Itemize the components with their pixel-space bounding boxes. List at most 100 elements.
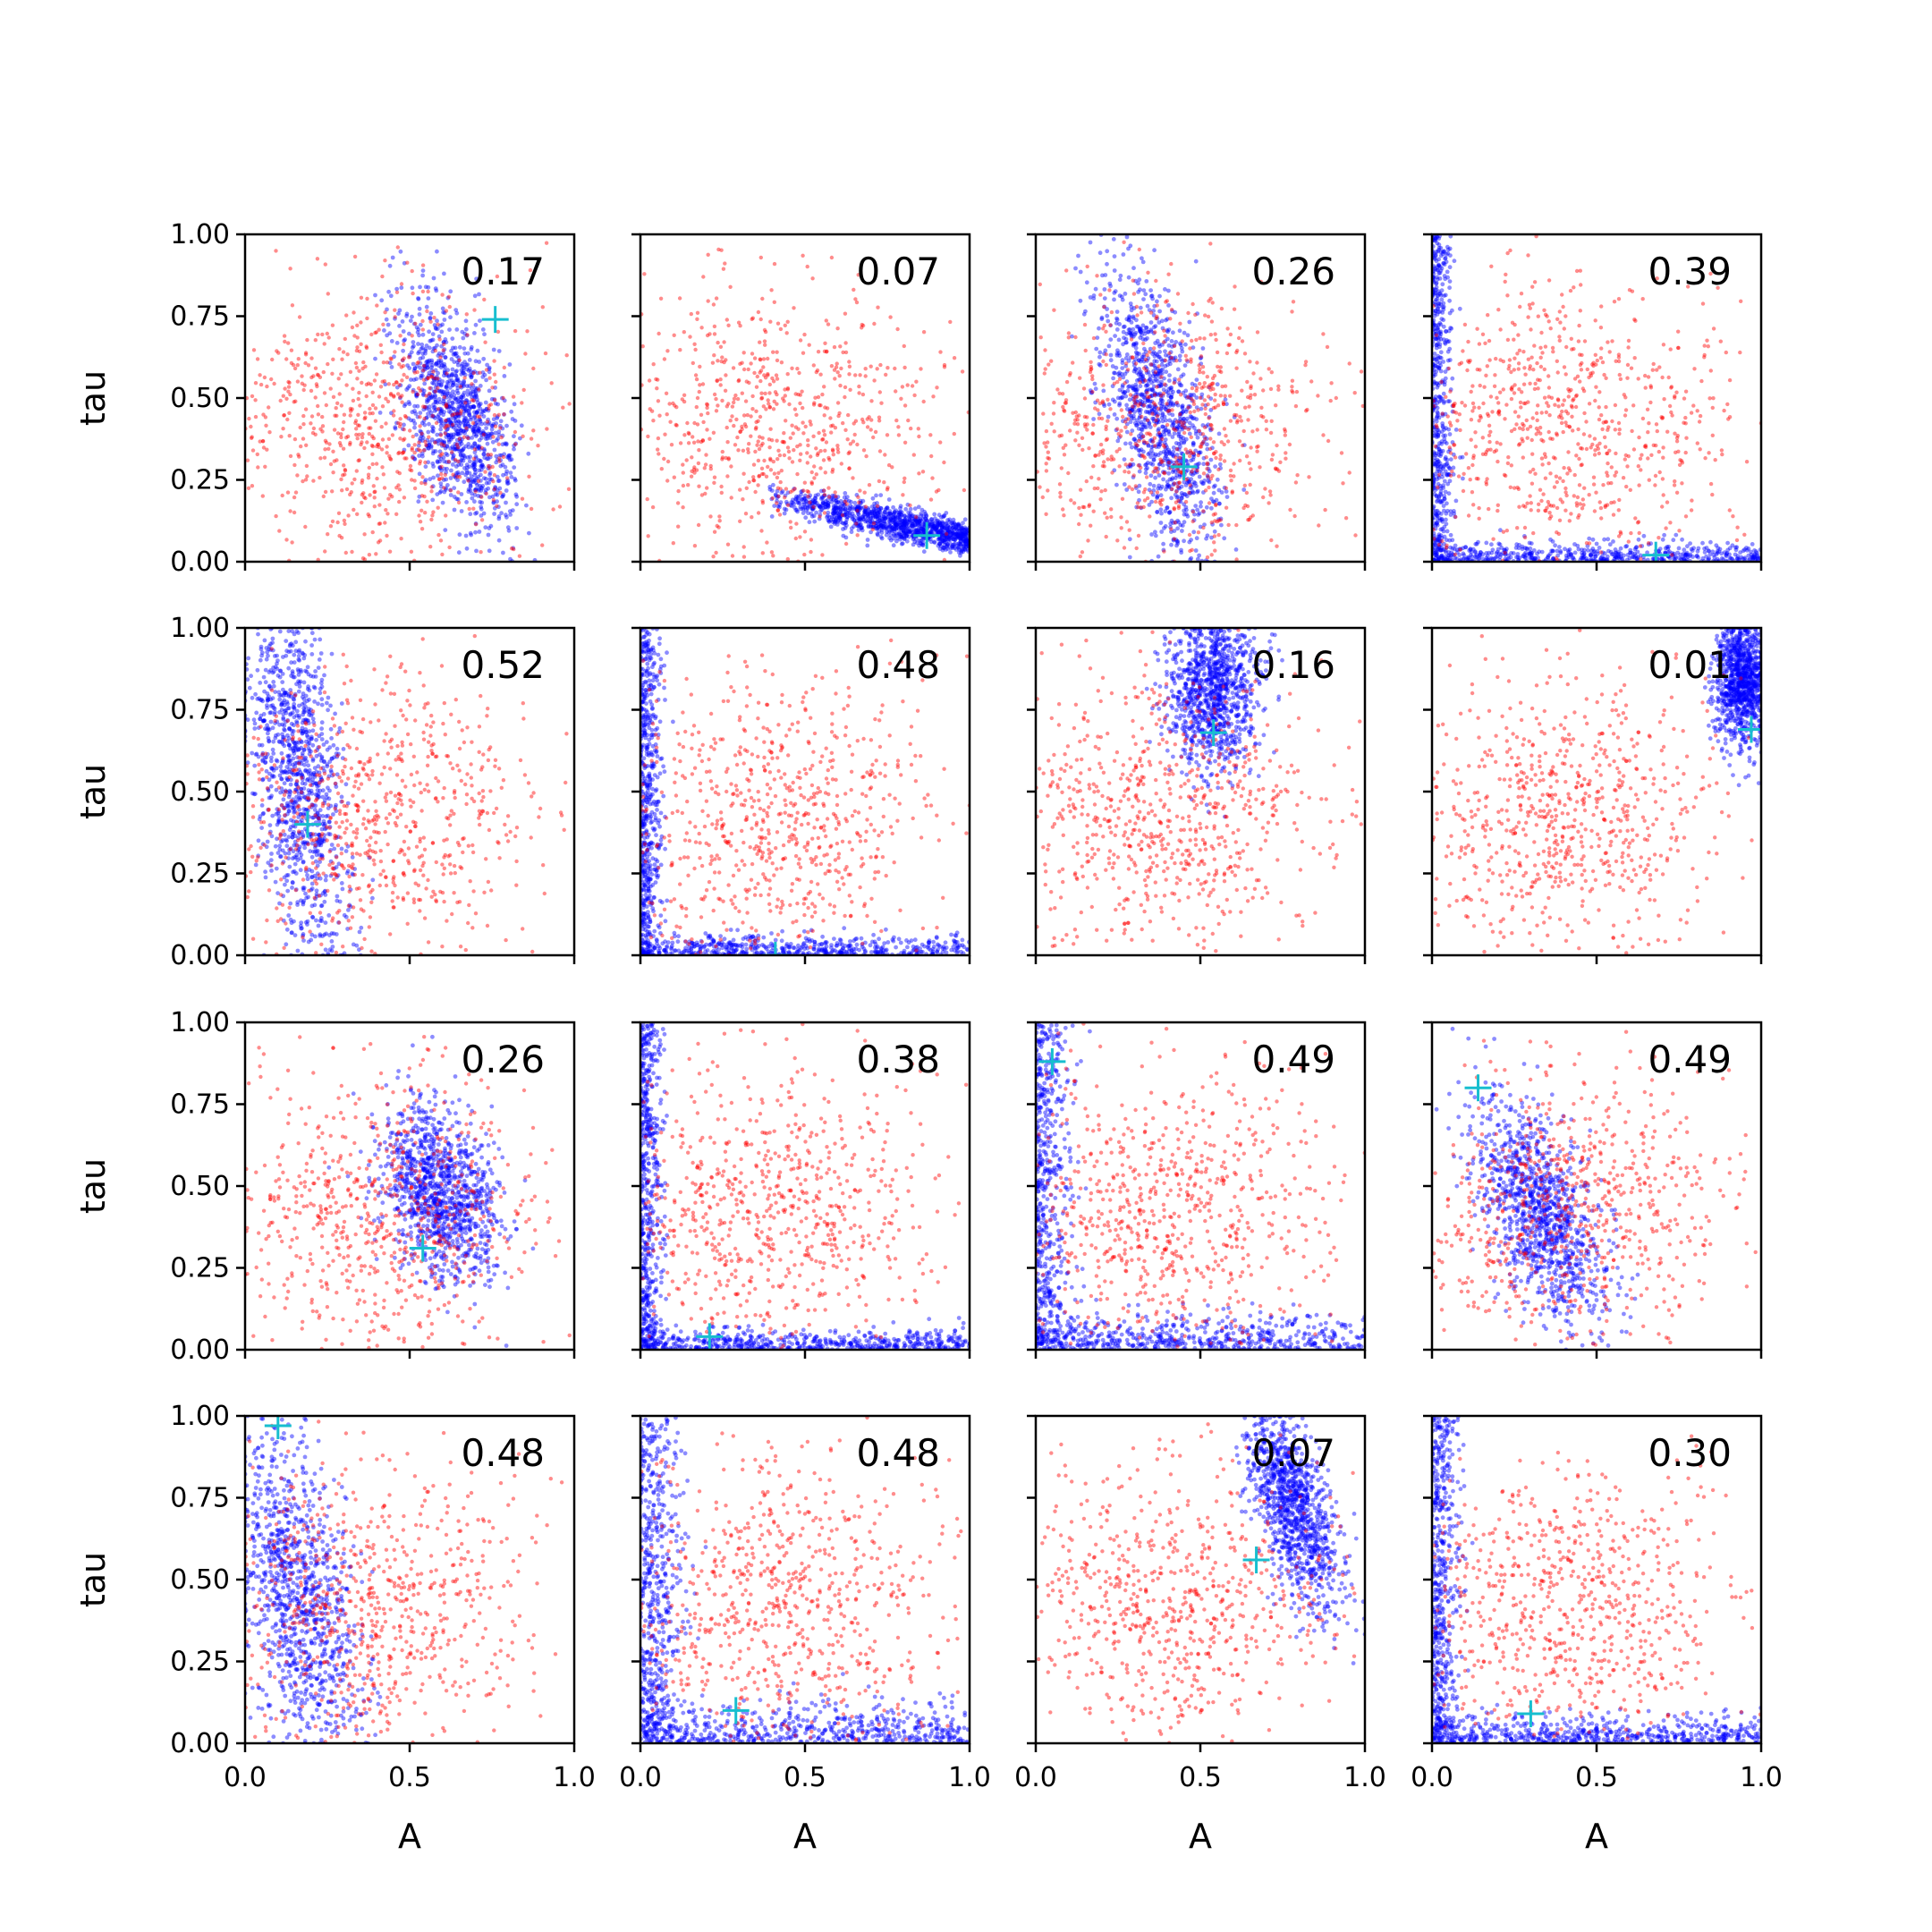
posterior-point bbox=[964, 538, 970, 543]
prior-point bbox=[1078, 487, 1083, 492]
posterior-point bbox=[407, 366, 412, 370]
posterior-point bbox=[407, 402, 412, 407]
posterior-point bbox=[423, 347, 428, 352]
posterior-point bbox=[894, 514, 898, 520]
prior-point bbox=[1228, 419, 1233, 423]
prior-point bbox=[693, 347, 698, 352]
posterior-point bbox=[1166, 288, 1171, 293]
posterior-point bbox=[1153, 411, 1157, 416]
posterior-point bbox=[453, 431, 459, 436]
posterior-point bbox=[483, 487, 488, 493]
posterior-point bbox=[1155, 366, 1160, 371]
posterior-point bbox=[437, 465, 443, 470]
prior-point bbox=[843, 394, 847, 400]
posterior-point bbox=[448, 493, 453, 497]
posterior-point bbox=[1179, 491, 1184, 496]
posterior-point bbox=[448, 289, 453, 294]
posterior-point bbox=[945, 542, 951, 547]
prior-point bbox=[676, 488, 681, 494]
posterior-point bbox=[1152, 353, 1157, 359]
posterior-point bbox=[424, 360, 429, 365]
posterior-point bbox=[1149, 448, 1154, 453]
prior-point bbox=[720, 355, 724, 360]
posterior-point bbox=[936, 537, 941, 542]
posterior-point bbox=[1207, 479, 1212, 485]
posterior-point bbox=[775, 488, 780, 494]
posterior-point bbox=[818, 513, 823, 517]
posterior-point bbox=[453, 395, 457, 401]
prior-point bbox=[379, 425, 384, 429]
posterior-point bbox=[874, 523, 878, 529]
posterior-point bbox=[426, 361, 430, 367]
posterior-point bbox=[445, 466, 449, 471]
prior-point bbox=[768, 456, 773, 461]
posterior-point bbox=[469, 417, 473, 422]
posterior-point bbox=[1088, 388, 1093, 393]
posterior-point bbox=[1164, 453, 1168, 459]
prior-point bbox=[459, 409, 463, 413]
prior-point bbox=[757, 446, 762, 452]
posterior-point bbox=[509, 474, 514, 479]
prior-point bbox=[1203, 313, 1208, 318]
prior-point bbox=[384, 508, 388, 513]
prior-point bbox=[886, 486, 890, 490]
posterior-point bbox=[412, 409, 417, 413]
posterior-point bbox=[843, 535, 849, 540]
posterior-point bbox=[1139, 427, 1144, 432]
posterior-point bbox=[428, 338, 433, 343]
prior-point bbox=[1232, 462, 1236, 466]
prior-point bbox=[1097, 477, 1101, 481]
prior-point bbox=[528, 267, 533, 273]
prior-point bbox=[646, 434, 650, 439]
prior-point bbox=[1263, 487, 1267, 491]
posterior-point bbox=[1164, 407, 1169, 412]
posterior-point bbox=[1149, 406, 1155, 411]
prior-point bbox=[360, 366, 365, 371]
posterior-point bbox=[1117, 322, 1122, 326]
prior-point bbox=[305, 337, 309, 343]
prior-point bbox=[396, 451, 401, 456]
posterior-point bbox=[885, 530, 889, 534]
posterior-point bbox=[883, 510, 887, 514]
prior-point bbox=[336, 511, 342, 515]
posterior-point bbox=[1157, 419, 1161, 425]
prior-point bbox=[394, 380, 399, 385]
posterior-point bbox=[506, 455, 512, 461]
posterior-point bbox=[911, 523, 916, 529]
posterior-point bbox=[453, 414, 458, 419]
posterior-point bbox=[1149, 445, 1154, 450]
prior-point bbox=[527, 474, 531, 479]
posterior-point bbox=[1102, 304, 1106, 309]
posterior-point bbox=[1182, 422, 1186, 428]
posterior-point bbox=[407, 352, 412, 358]
prior-point bbox=[733, 443, 738, 447]
posterior-point bbox=[1116, 351, 1122, 356]
prior-point bbox=[818, 466, 823, 470]
posterior-point bbox=[428, 392, 433, 397]
posterior-point bbox=[495, 488, 500, 493]
posterior-point bbox=[434, 362, 438, 367]
posterior-point bbox=[886, 530, 891, 535]
posterior-point bbox=[476, 388, 481, 393]
posterior-point bbox=[1158, 434, 1163, 439]
posterior-point bbox=[442, 310, 447, 316]
prior-point bbox=[1191, 402, 1197, 406]
posterior-point bbox=[825, 503, 830, 507]
posterior-point bbox=[1179, 484, 1184, 489]
prior-point bbox=[301, 422, 306, 427]
prior-point bbox=[763, 391, 767, 396]
posterior-point bbox=[945, 535, 950, 540]
posterior-point bbox=[952, 521, 956, 525]
posterior-point bbox=[835, 505, 841, 511]
posterior-point bbox=[500, 462, 505, 467]
posterior-point bbox=[810, 499, 816, 504]
posterior-point bbox=[488, 523, 494, 529]
posterior-point bbox=[443, 445, 448, 451]
posterior-point bbox=[1118, 395, 1123, 401]
prior-point bbox=[1099, 489, 1104, 494]
posterior-point bbox=[818, 504, 822, 510]
posterior-point bbox=[829, 496, 835, 500]
posterior-point bbox=[1139, 369, 1143, 375]
prior-point bbox=[758, 435, 762, 439]
posterior-point bbox=[947, 517, 953, 522]
